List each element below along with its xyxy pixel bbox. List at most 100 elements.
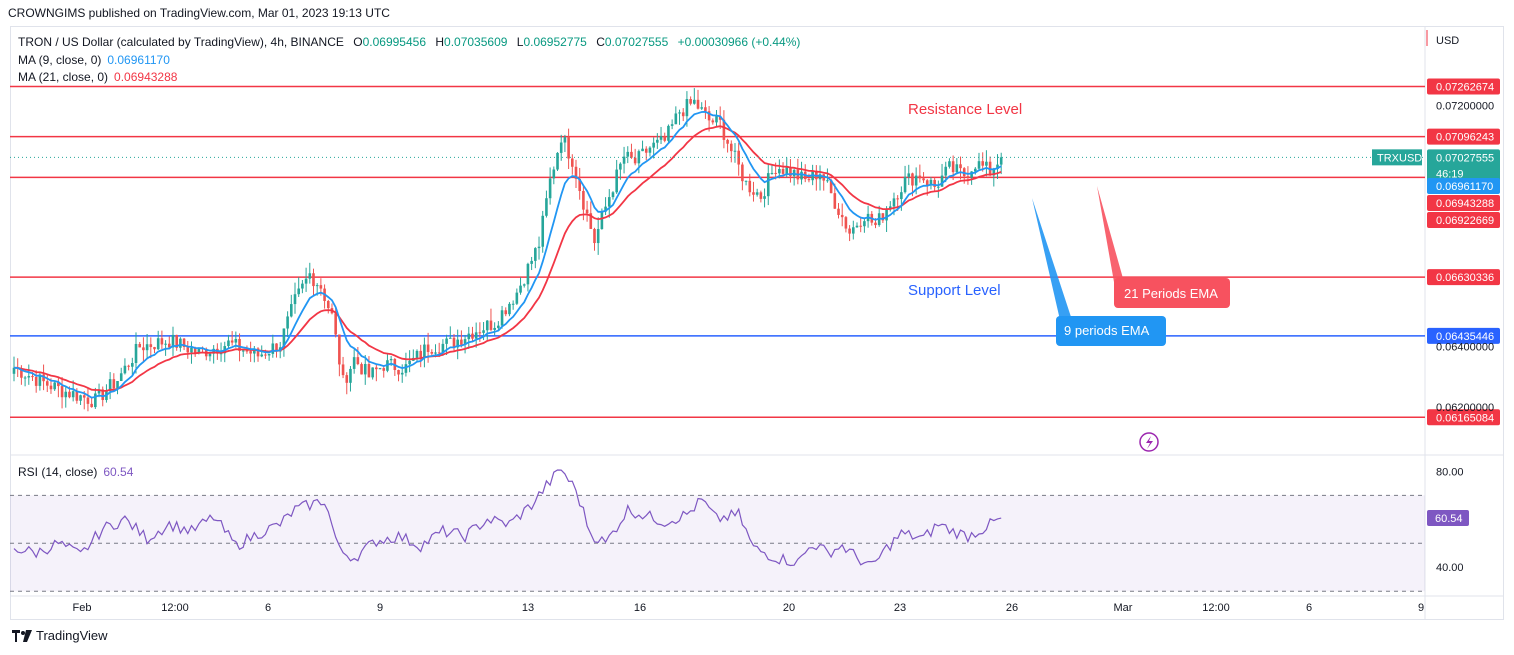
- candle-body: [644, 148, 648, 153]
- candle-body: [693, 99, 696, 104]
- candle-body: [256, 348, 260, 357]
- candle-body: [208, 353, 212, 357]
- candle-body: [659, 136, 663, 140]
- candle-body: [840, 214, 844, 218]
- candle-body: [611, 192, 615, 198]
- candle-body: [633, 157, 637, 164]
- rsi-legend[interactable]: RSI (14, close) 60.54: [18, 465, 133, 479]
- candle-body: [944, 166, 948, 176]
- candle-body: [434, 352, 437, 354]
- candle-body: [892, 198, 896, 207]
- bar-countdown: 46:19: [1436, 168, 1464, 180]
- candle-body: [326, 300, 330, 309]
- last-price-value: 0.07027555: [1436, 152, 1494, 164]
- candle-body: [670, 124, 674, 126]
- last-price-tag: [1427, 149, 1500, 182]
- open-value: 0.06995456: [362, 35, 426, 49]
- candle-body: [349, 368, 352, 383]
- resistance-annotation: Resistance Level: [908, 101, 1022, 118]
- ma9-label: MA (9, close, 0): [18, 53, 102, 67]
- time-tick: 16: [634, 602, 646, 614]
- tradingview-brand[interactable]: TradingView: [12, 628, 108, 643]
- ema21-callout: [1114, 278, 1230, 308]
- candle-body: [630, 151, 633, 158]
- candle-body: [907, 173, 911, 177]
- candle-body: [729, 143, 733, 152]
- ma-tag: [1427, 212, 1500, 228]
- symbol-title[interactable]: TRON / US Dollar (calculated by TradingV…: [18, 35, 344, 49]
- ma21-value: 0.06943288: [114, 70, 178, 84]
- candle-body: [951, 161, 955, 173]
- candle-body: [485, 320, 489, 331]
- candle-body: [134, 343, 138, 364]
- ma21-legend[interactable]: MA (21, close, 0) 0.06943288: [18, 70, 177, 84]
- candle-body: [844, 217, 848, 229]
- level-tag: [1427, 269, 1500, 286]
- candle-body: [896, 198, 899, 200]
- candle-body: [522, 284, 526, 286]
- change-value: +0.00030966 (+0.44%): [677, 35, 801, 49]
- candle-body: [448, 337, 452, 339]
- rsi-tick: 40.00: [1436, 562, 1464, 574]
- candle-body: [766, 173, 770, 197]
- symbol-tag-label: TRXUSD: [1377, 152, 1422, 164]
- rsi-value: 60.54: [103, 465, 134, 479]
- candle-body: [142, 347, 145, 351]
- candle-body: [430, 351, 434, 354]
- ema9-callout-text: 9 periods EMA: [1064, 323, 1150, 338]
- high-label: H: [435, 35, 445, 49]
- candle-body: [352, 357, 356, 369]
- candle-body: [774, 172, 777, 174]
- candle-body: [922, 178, 925, 181]
- ema21-callout-pointer: [1097, 186, 1124, 282]
- candle-body: [977, 161, 981, 169]
- candle-body: [345, 375, 349, 383]
- candle-body: [419, 350, 423, 359]
- low-label: L: [516, 35, 524, 49]
- candle-body: [999, 157, 1003, 165]
- candle-body: [707, 111, 711, 121]
- time-tick: 6: [265, 602, 271, 614]
- close-label: C: [596, 35, 605, 49]
- candle-body: [829, 180, 833, 194]
- candle-body: [363, 363, 367, 375]
- candle-body: [992, 169, 996, 176]
- candle-body: [556, 152, 559, 170]
- candle-body: [929, 179, 933, 186]
- candle-body: [267, 353, 271, 356]
- symbol-legend: TRON / US Dollar (calculated by TradingV…: [18, 35, 800, 49]
- candle-body: [641, 148, 644, 152]
- candle-body: [452, 337, 456, 348]
- candle-body: [700, 107, 704, 109]
- candle-body: [752, 192, 755, 195]
- ma9-legend[interactable]: MA (9, close, 0) 0.06961170: [18, 53, 170, 67]
- candle-body: [863, 221, 866, 227]
- candle-body: [149, 344, 153, 348]
- time-tick: 9: [377, 602, 383, 614]
- candle-body: [260, 354, 264, 357]
- candle-body: [807, 179, 811, 181]
- candle-body: [593, 228, 596, 244]
- candle-body: [759, 192, 763, 199]
- candle-body: [981, 161, 985, 166]
- candle-body: [34, 376, 38, 386]
- candle-body: [53, 382, 56, 390]
- candle-body: [859, 225, 862, 227]
- candle-body: [456, 339, 459, 348]
- candle-body: [116, 380, 119, 389]
- candle-body: [785, 167, 789, 174]
- candle-body: [970, 171, 973, 178]
- level-tag: [1427, 409, 1500, 426]
- high-value: 0.07035609: [444, 35, 508, 49]
- candle-body: [615, 169, 618, 193]
- candle-body: [589, 213, 593, 229]
- candle-body: [64, 391, 68, 398]
- candle-body: [852, 227, 855, 234]
- candle-body: [341, 364, 345, 376]
- candle-body: [685, 99, 689, 117]
- candle-body: [57, 382, 60, 387]
- time-tick: 20: [783, 602, 795, 614]
- candle-body: [79, 395, 82, 401]
- chart-frame: [10, 26, 1504, 620]
